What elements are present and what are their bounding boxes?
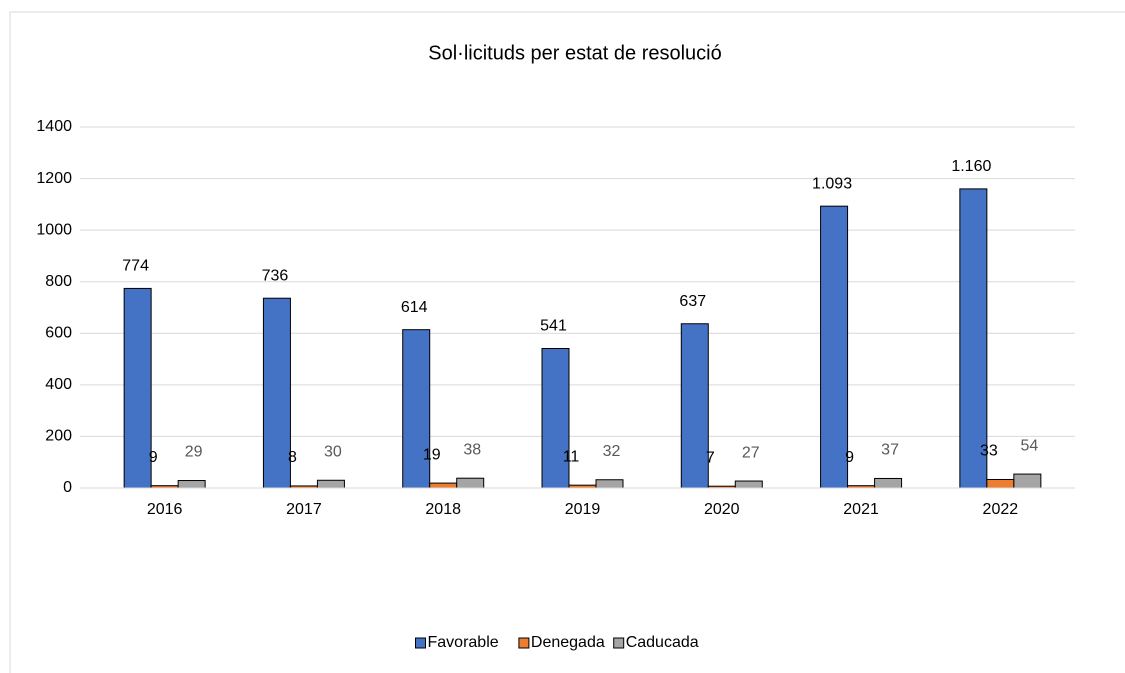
data-label: 38 (463, 441, 481, 458)
legend-label: Denegada (531, 634, 605, 651)
x-tick-label: 2020 (704, 501, 740, 518)
bar (541, 347, 570, 489)
bar (986, 478, 1015, 489)
x-tick-label: 2018 (425, 501, 461, 518)
bar (429, 482, 458, 489)
data-label: 33 (980, 443, 998, 460)
data-label: 7 (706, 449, 715, 466)
data-label: 736 (262, 267, 289, 284)
data-label: 9 (845, 449, 854, 466)
data-label: 30 (324, 443, 342, 460)
legend-swatch (415, 637, 426, 649)
y-tick-label: 1000 (36, 221, 72, 238)
legend-swatch (518, 637, 530, 649)
y-tick-label: 1200 (36, 170, 72, 187)
x-tick-label: 2021 (843, 501, 879, 518)
legend-label: Favorable (428, 634, 499, 651)
data-label: 1.160 (951, 158, 991, 175)
bar (595, 479, 624, 489)
bar (177, 480, 206, 489)
bar (959, 188, 988, 489)
data-label: 614 (401, 299, 428, 316)
x-tick-label: 2022 (983, 501, 1019, 518)
y-tick-label: 800 (45, 273, 72, 290)
y-tick-label: 400 (45, 376, 72, 393)
data-label: 774 (122, 258, 149, 275)
data-label: 19 (423, 446, 441, 463)
data-label: 541 (540, 318, 567, 335)
bar (262, 297, 291, 489)
x-tick-label: 2016 (147, 501, 183, 518)
bar (456, 477, 485, 489)
data-label: 29 (185, 444, 203, 461)
y-tick-label: 1400 (36, 118, 72, 135)
bar (680, 323, 709, 489)
bar (874, 477, 903, 489)
data-label: 11 (563, 448, 580, 465)
x-tick-label: 2019 (565, 501, 601, 518)
chart-title: Sol·licituds per estat de resolució (428, 42, 721, 64)
y-tick-label: 200 (45, 428, 72, 445)
x-tick-label: 2017 (286, 501, 322, 518)
data-label: 27 (742, 444, 760, 461)
data-label: 9 (149, 449, 158, 466)
legend-swatch (613, 637, 625, 649)
chart-frame (9, 11, 1125, 673)
bar (123, 287, 152, 489)
data-label: 37 (881, 442, 899, 459)
data-label: 32 (603, 443, 621, 460)
bar (1013, 473, 1042, 489)
bar (820, 205, 849, 489)
data-label: 1.093 (812, 175, 852, 192)
bar (734, 480, 763, 489)
data-label: 54 (1020, 437, 1038, 454)
legend-label: Caducada (626, 634, 699, 651)
y-tick-label: 0 (63, 479, 72, 496)
data-label: 637 (679, 293, 706, 310)
bar (402, 329, 431, 489)
data-label: 8 (288, 449, 297, 466)
bar (316, 479, 345, 489)
y-tick-label: 600 (45, 325, 72, 342)
